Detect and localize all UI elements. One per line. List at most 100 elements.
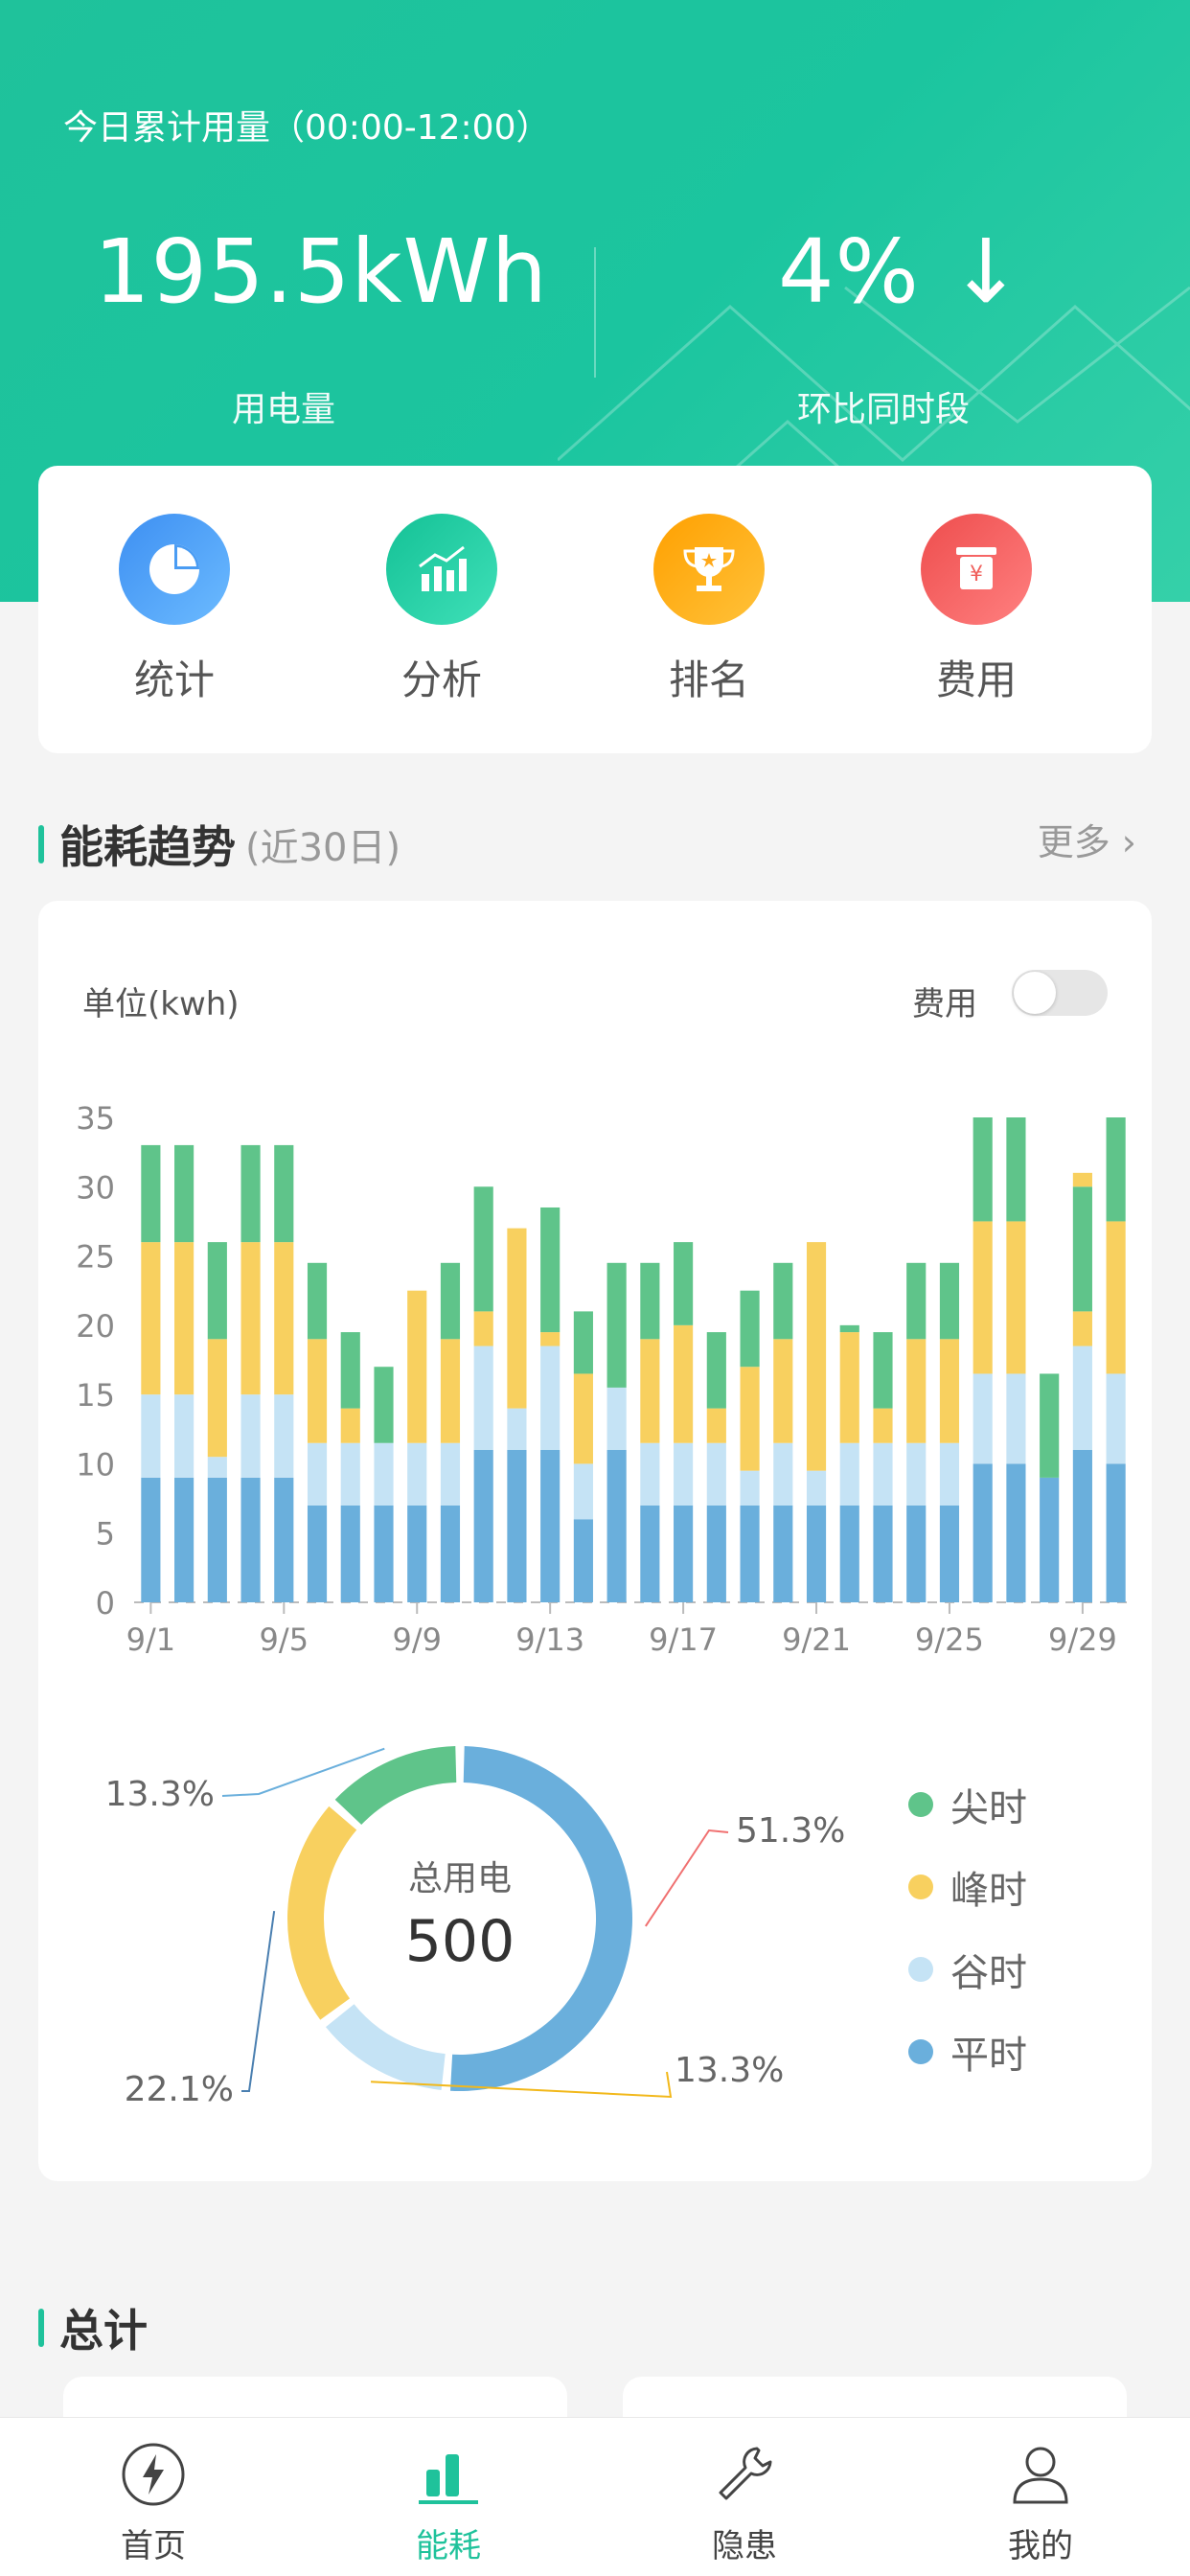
x-tick-label: 9/5 — [260, 1622, 309, 1658]
bar-segment — [473, 1311, 493, 1346]
tab-hazards[interactable]: 隐患 — [649, 2441, 840, 2566]
totals-heading: 总计 — [38, 2296, 148, 2359]
menu-stats[interactable]: 统计 — [98, 514, 251, 706]
bar-segment — [906, 1442, 927, 1506]
bar-segment — [740, 1470, 760, 1506]
bar-segment — [1106, 1463, 1126, 1602]
bar-chart-icon — [419, 2454, 478, 2504]
bar-segment — [507, 1228, 527, 1409]
bar-segment — [573, 1373, 593, 1464]
bar-segment — [640, 1505, 660, 1602]
menu-stats-label: 统计 — [133, 656, 215, 703]
bar-segment — [806, 1505, 827, 1602]
bar-segment — [1006, 1221, 1026, 1374]
usage-label: 用电量 — [232, 390, 336, 429]
bar-segment — [240, 1242, 261, 1395]
bar-segment — [640, 1442, 660, 1506]
tab-home[interactable]: 首页 — [57, 2441, 249, 2566]
legend-dot — [908, 1957, 933, 1982]
donut-chart: 51.3% 13.3% 22.1% 13.3% 总用电 500 — [105, 1746, 845, 2109]
bar-segment — [240, 1144, 261, 1243]
bar-segment — [1040, 1477, 1060, 1602]
bar-segment — [240, 1477, 261, 1602]
bar-segment — [540, 1346, 561, 1450]
legend-item-valley: 谷时 — [908, 1928, 1027, 2011]
fee-toggle[interactable] — [1012, 970, 1108, 1016]
trophy-icon — [653, 514, 765, 625]
bar-segment — [773, 1442, 793, 1506]
y-tick-label: 25 — [76, 1239, 115, 1276]
bar-segment — [540, 1207, 561, 1333]
x-tick-label: 9/21 — [782, 1622, 851, 1658]
bar-segment — [573, 1519, 593, 1602]
menu-ranking[interactable]: 排名 — [632, 514, 786, 706]
bar-segment — [806, 1470, 827, 1506]
x-tick-label: 9/9 — [392, 1622, 442, 1658]
bar-segment — [473, 1449, 493, 1602]
more-link[interactable]: 更多 › — [1037, 821, 1136, 863]
x-tick-label: 9/17 — [649, 1622, 718, 1658]
y-tick-label: 0 — [96, 1585, 115, 1622]
y-tick-label: 15 — [76, 1377, 115, 1414]
bar-segment — [307, 1262, 328, 1340]
legend-dot — [908, 1792, 933, 1817]
bar-segment — [141, 1144, 161, 1243]
bar-segment — [174, 1477, 195, 1602]
bar-segment — [674, 1442, 694, 1506]
x-tick-label: 9/29 — [1048, 1622, 1117, 1658]
donut-slice — [325, 2004, 446, 2090]
bar-segment — [440, 1339, 461, 1443]
bar-segment — [674, 1324, 694, 1443]
bar-segment — [706, 1332, 726, 1409]
bar-segment — [873, 1332, 893, 1409]
bar-segment — [773, 1339, 793, 1443]
menu-fees[interactable]: ¥ 费用 — [900, 514, 1053, 706]
change-label: 环比同时段 — [797, 390, 971, 429]
y-tick-label: 30 — [76, 1169, 115, 1206]
bar-segment — [1040, 1373, 1060, 1478]
legend-item-peak-top: 尖时 — [908, 1763, 1027, 1846]
bar-segment — [207, 1477, 227, 1602]
pie-chart-icon — [119, 514, 230, 625]
tab-label: 能耗 — [416, 2527, 481, 2565]
bar-segment — [1106, 1221, 1126, 1374]
bar-segment — [973, 1463, 993, 1602]
divider — [594, 247, 596, 378]
bar-segment — [906, 1262, 927, 1340]
bar-segment — [606, 1262, 627, 1388]
trend-hint: (近30日) — [245, 826, 401, 870]
y-tick-label: 35 — [76, 1100, 115, 1137]
bar-segment — [174, 1144, 195, 1243]
wrench-icon — [719, 2447, 772, 2500]
menu-ranking-label: 排名 — [668, 656, 749, 703]
bar-segment — [174, 1394, 195, 1478]
bar-segment — [274, 1144, 294, 1243]
donut-slice — [334, 1746, 457, 1826]
bar-segment — [141, 1477, 161, 1602]
stacked-bar-chart: 0 5 10 15 20 25 30 35 9/1 9/5 9/9 9/13 9/17 9/21 9/25 9… — [76, 1100, 1133, 1658]
bar-segment — [740, 1505, 760, 1602]
bar-segment — [706, 1505, 726, 1602]
bar-segment — [773, 1262, 793, 1340]
bar-growth-icon — [386, 514, 497, 625]
trend-chart-card: 单位(kwh) 费用 0 5 10 15 20 25 30 35 9/1 9/5 9/9 9/13 9/… — [38, 901, 1152, 2181]
bar-segment — [374, 1442, 394, 1506]
menu-analysis[interactable]: 分析 — [365, 514, 518, 706]
bar-segment — [274, 1477, 294, 1602]
bar-segment — [939, 1442, 960, 1506]
donut-center-label: 总用电 — [408, 1859, 512, 1898]
bar-segment — [1072, 1346, 1092, 1450]
bar-segment — [839, 1505, 859, 1602]
bar-segment — [407, 1505, 427, 1602]
bar-segment — [706, 1408, 726, 1443]
toggle-knob — [1014, 972, 1056, 1014]
tab-label: 我的 — [1008, 2527, 1073, 2565]
totals-title: 总计 — [59, 2305, 148, 2357]
x-tick-label: 9/1 — [126, 1622, 176, 1658]
quick-menu: 统计 分析 排名 ¥ 费用 — [38, 466, 1152, 753]
tab-energy[interactable]: 能耗 — [353, 2441, 544, 2566]
donut-center-value: 500 — [405, 1908, 515, 1975]
bar-segment — [674, 1505, 694, 1602]
tab-profile[interactable]: 我的 — [945, 2441, 1136, 2566]
bar-segment — [507, 1408, 527, 1450]
